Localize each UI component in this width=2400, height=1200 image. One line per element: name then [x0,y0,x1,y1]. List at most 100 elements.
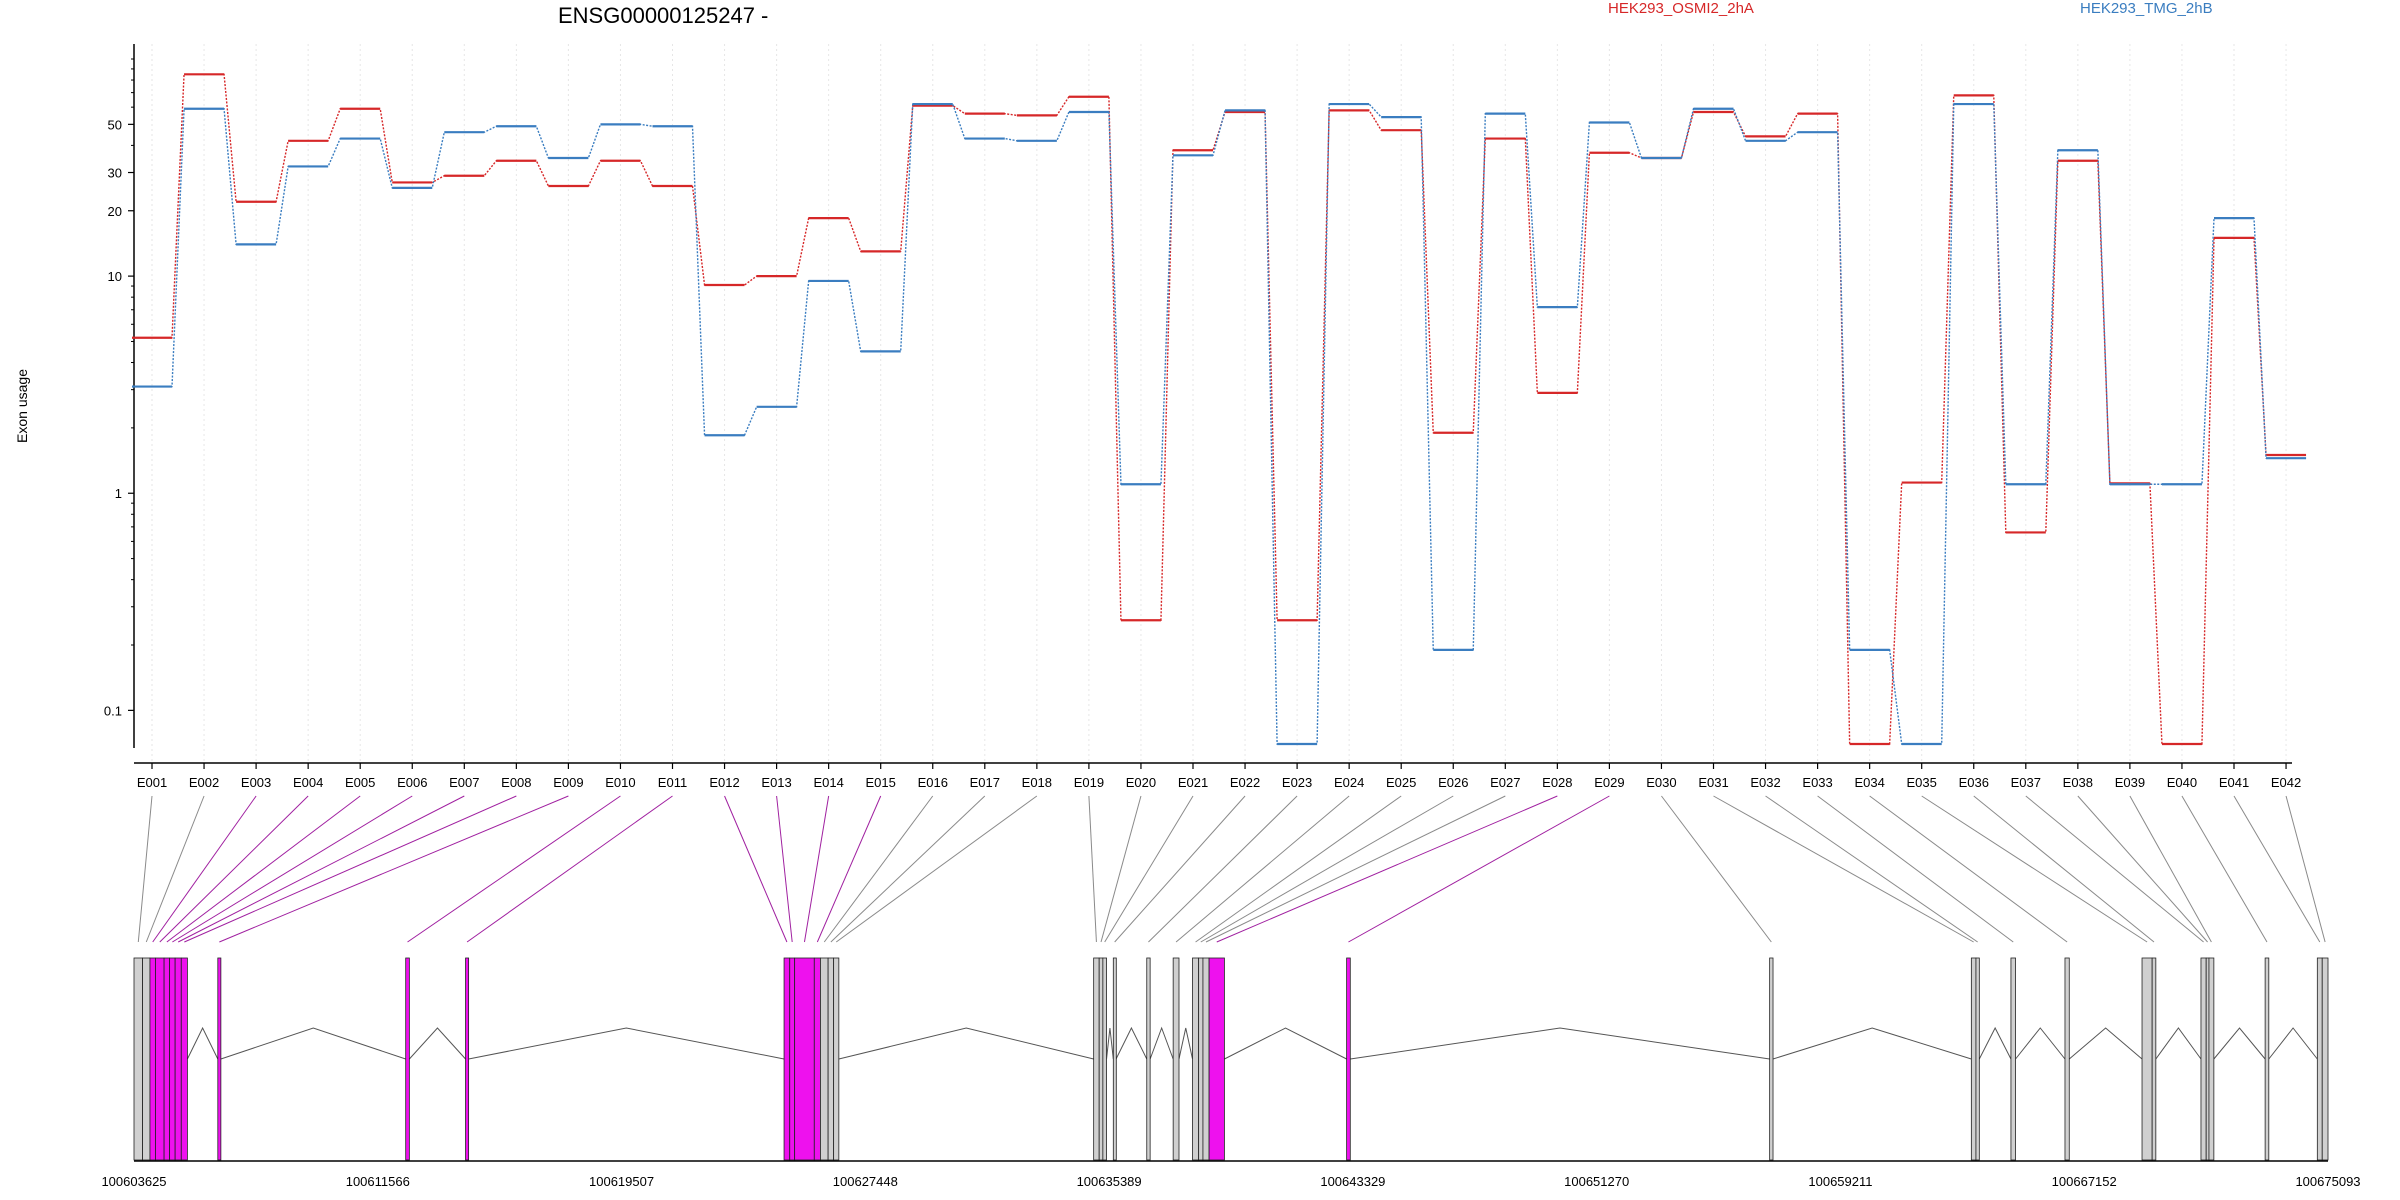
exon-box-e005 [163,957,171,1161]
x-tick-label-e034: E034 [1854,775,1884,790]
legend-entry-tmg: HEK293_TMG_2hB [2080,0,2213,17]
intron-line [468,1027,785,1060]
exon-box-e018 [833,957,840,1161]
exon-box-e025 [1192,957,1200,1161]
x-tick-label-e042: E042 [2271,775,2301,790]
connector-e030 [1661,795,1772,943]
x-tick-label-e012: E012 [709,775,739,790]
x-tick-label-e010: E010 [605,775,635,790]
exon-box-e003 [149,957,156,1161]
x-tick-label-e032: E032 [1750,775,1780,790]
intron-line [1224,1027,1347,1060]
connector-e036 [1973,795,2155,943]
connector-e012 [724,795,788,943]
y-tick-label: 50 [108,117,122,132]
x-tick-label-e038: E038 [2063,775,2093,790]
intron-line [220,1027,406,1060]
coordinate-label: 100619507 [589,1174,654,1189]
exon-box-e024 [1172,957,1180,1161]
intron-line [1772,1027,1972,1060]
x-tick-label-e026: E026 [1438,775,1468,790]
x-tick-label-e006: E006 [397,775,427,790]
intron-line [838,1027,1094,1060]
x-tick-label-e014: E014 [813,775,843,790]
x-tick-label-e041: E041 [2219,775,2249,790]
x-tick-label-e036: E036 [1959,775,1989,790]
connector-e010 [407,795,621,943]
exon-box-e029 [1346,957,1351,1161]
exon-box-e036 [2151,957,2157,1161]
y-tick-label: 10 [108,269,122,284]
exon-box-e001 [133,957,143,1161]
connector-e005 [166,795,361,943]
exon-connectors [137,795,2326,943]
intron-line [1106,1027,1114,1060]
connector-e023 [1148,795,1298,943]
x-tick-label-e005: E005 [345,775,375,790]
connector-e003 [152,795,257,943]
connector-e032 [1765,795,1978,943]
series-tmg [132,102,2307,746]
exon-box-e020 [1098,957,1104,1161]
exon-box-e006 [169,957,176,1161]
connector-e016 [823,795,934,943]
exon-box-e016 [820,957,829,1161]
exon-box-e033 [2010,957,2016,1161]
x-tick-label-e031: E031 [1698,775,1728,790]
x-tick-label-e027: E027 [1490,775,1520,790]
y-tick-label: 1 [115,486,122,501]
connector-e041 [2233,795,2321,943]
x-tick-label-e039: E039 [2115,775,2145,790]
x-tick-label-e035: E035 [1907,775,1937,790]
x-tick-label-e002: E002 [189,775,219,790]
connector-e019 [1088,795,1097,943]
exon-box-e010 [405,957,410,1161]
intron-line [408,1027,466,1060]
y-axis-ticks: 0.1 1 10 20 30 50 [104,58,134,718]
x-tick-label-e019: E019 [1074,775,1104,790]
x-axis-ticks: E001 E002 E003 E004 E005 E006 E007 E008 E009 E010… [137,763,2301,790]
connector-e013 [776,795,793,943]
x-tick-label-e024: E024 [1334,775,1364,790]
x-tick-label-e023: E023 [1282,775,1312,790]
connector-e035 [1921,795,2148,943]
x-tick-label-e025: E025 [1386,775,1416,790]
exon-box-e026 [1198,957,1204,1161]
exon-box-e031 [1970,957,1977,1161]
coordinate-label: 100635389 [1077,1174,1142,1189]
x-tick-label-e030: E030 [1646,775,1676,790]
connector-e037 [2025,795,2204,943]
exon-box-e039 [2208,957,2215,1161]
coordinate-label: 100603625 [101,1174,166,1189]
intron-line [1350,1027,1770,1060]
connector-e022 [1114,795,1246,943]
x-tick-label-e037: E037 [2011,775,2041,790]
exon-box-e004 [155,957,165,1161]
x-tick-label-e018: E018 [1022,775,1052,790]
x-tick-label-e016: E016 [918,775,948,790]
x-tick-label-e011: E011 [658,775,687,790]
exon-box-e042 [2321,957,2329,1161]
chart-title: ENSG00000125247 - [558,3,768,28]
exon-box-e009 [217,957,222,1161]
connector-e038 [2077,795,2208,943]
coordinate-label: 100675093 [2295,1174,2360,1189]
intron-line [186,1026,219,1060]
intron-line [1178,1027,1193,1060]
genomic-coordinates: 100603625 100611566 100619507 100627448 1006… [101,1160,2361,1189]
connector-e040 [2181,795,2268,943]
connector-e014 [803,795,830,943]
intron-line [2268,1027,2318,1060]
connector-e025 [1195,795,1402,943]
exon-box-e037 [2200,957,2207,1161]
x-tick-label-e007: E007 [449,775,479,790]
connector-e021 [1104,795,1194,943]
series-lines [132,73,2307,746]
exon-box-e019 [1093,957,1100,1161]
connector-e015 [816,795,882,943]
connector-e004 [159,795,309,943]
connector-e034 [1869,795,2068,943]
x-tick-label-e028: E028 [1542,775,1572,790]
legend-entry-osmi2: HEK293_OSMI2_2hA [1608,0,1754,17]
x-tick-label-e033: E033 [1802,775,1832,790]
